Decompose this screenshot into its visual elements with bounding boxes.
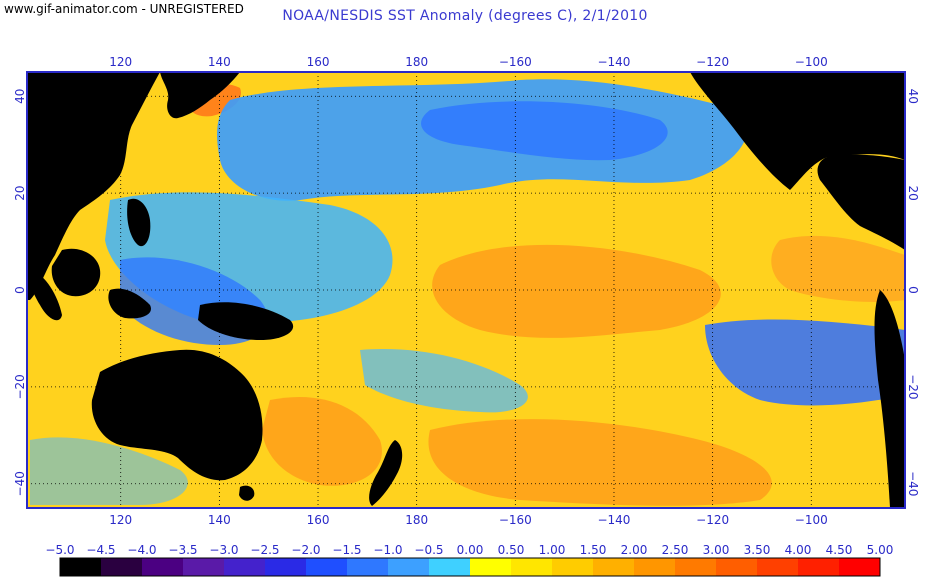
warm-anomaly-east-pacific [771,235,905,302]
colorbar-label: −3.5 [168,543,197,557]
land-australia [91,349,263,481]
colorbar-swatch [265,558,307,576]
map-frame [26,71,906,509]
colorbar-label: 2.50 [662,543,689,557]
colorbar-label: 3.00 [703,543,730,557]
land-south-america-coast [874,290,905,508]
land-borneo [51,248,101,297]
axis-labels: 120 120 140 140 160 160 180 180 −160 −160 −140 −140… [13,55,920,527]
colorbar-swatch [183,558,225,576]
lon-label-bottom: 160 [307,513,330,527]
watermark: www.gif-animator.com - UNREGISTERED [4,2,244,16]
lon-label-bottom: 180 [405,513,428,527]
colorbar-label: −4.5 [86,543,115,557]
lat-label-left: 40 [13,89,27,104]
colorbar-label: −2.0 [291,543,320,557]
land-sulawesi-islands [108,288,151,319]
colorbar-swatch [839,558,881,576]
colorbar-label: −2.5 [250,543,279,557]
warm-anomaly-south-tasman [262,396,382,486]
land-masses [27,72,905,508]
cold-anomaly-south-central [360,349,528,413]
colorbar-label: 4.50 [826,543,853,557]
lon-label-top: 140 [208,55,231,69]
lat-label-right: −40 [906,471,920,496]
land-philippines [127,198,151,247]
land-korea-japan [160,72,240,119]
colorbar-swatch [757,558,799,576]
colorbar-label: 1.50 [580,543,607,557]
warm-anomaly-south-pacific [428,419,772,506]
cold-anomaly-southern-ocean [30,437,188,505]
lon-label-bottom: −100 [795,513,828,527]
cold-anomaly-south-east-pacific [705,319,905,406]
colorbar-label: −4.0 [127,543,156,557]
colorbar-label: 3.50 [744,543,771,557]
lon-label-bottom: 120 [109,513,132,527]
land-new-zealand [369,440,403,506]
land-sumatra [30,270,62,321]
lat-label-right: 0 [906,286,920,294]
map-title: NOAA/NESDIS SST Anomaly (degrees C), 2/1… [282,8,648,24]
lat-label-right: 20 [906,185,920,200]
colorbar-label: 0.50 [498,543,525,557]
colorbar-label: 5.00 [867,543,894,557]
colorbar-swatch [347,558,389,576]
graticule [27,72,905,508]
colorbar-label: −1.0 [373,543,402,557]
colorbar-label: 4.00 [785,543,812,557]
lon-label-top: −120 [696,55,729,69]
colorbar-swatch [470,558,512,576]
colorbar-swatch [634,558,676,576]
colorbar-label: 1.00 [539,543,566,557]
land-north-america [690,72,905,190]
lat-label-right: 40 [906,89,920,104]
colorbar-swatch [716,558,758,576]
lat-label-left: 0 [13,286,27,294]
colorbar-swatch [798,558,840,576]
land-tasmania [239,485,255,501]
colorbar-label: −0.5 [414,543,443,557]
colorbar-swatch [306,558,348,576]
colorbar-swatch [511,558,553,576]
colorbar-swatch [429,558,471,576]
lon-label-bottom: −160 [499,513,532,527]
colorbar-swatch [675,558,717,576]
land-new-guinea [198,302,294,340]
colorbar-label: −1.5 [332,543,361,557]
lat-label-left: −20 [13,374,27,399]
lon-label-top: −100 [795,55,828,69]
land-asia [27,72,160,300]
lon-label-bottom: 140 [208,513,231,527]
colorbar-swatch [142,558,184,576]
lon-label-top: −140 [597,55,630,69]
lon-label-top: 180 [405,55,428,69]
lat-label-left: −40 [13,471,27,496]
lon-label-top: 120 [109,55,132,69]
sst-field [27,72,905,508]
colorbar-swatch [552,558,594,576]
land-central-america [817,154,905,250]
colorbar-label: −3.0 [209,543,238,557]
lat-label-left: 20 [13,185,27,200]
lon-label-bottom: −140 [597,513,630,527]
colorbar-frame [59,557,881,577]
colorbar-swatch [101,558,143,576]
colorbar-swatch [593,558,635,576]
colorbar-swatch [388,558,430,576]
lon-label-bottom: −120 [696,513,729,527]
lon-label-top: 160 [307,55,330,69]
lon-label-top: −160 [499,55,532,69]
lat-label-right: −20 [906,374,920,399]
cold-anomaly-north-pacific-core [421,101,668,161]
colorbar-label: 2.00 [621,543,648,557]
colorbar-label: −5.0 [45,543,74,557]
colorbar-label: 0.00 [457,543,484,557]
colorbar-swatch [224,558,266,576]
warm-anomaly-equatorial [432,244,721,338]
colorbar-swatch [60,558,102,576]
colorbar: −5.0 −4.5 −4.0 −3.5 −3.0 −2.5 −2.0 −1.5 −1.0 −0.5… [45,543,894,577]
